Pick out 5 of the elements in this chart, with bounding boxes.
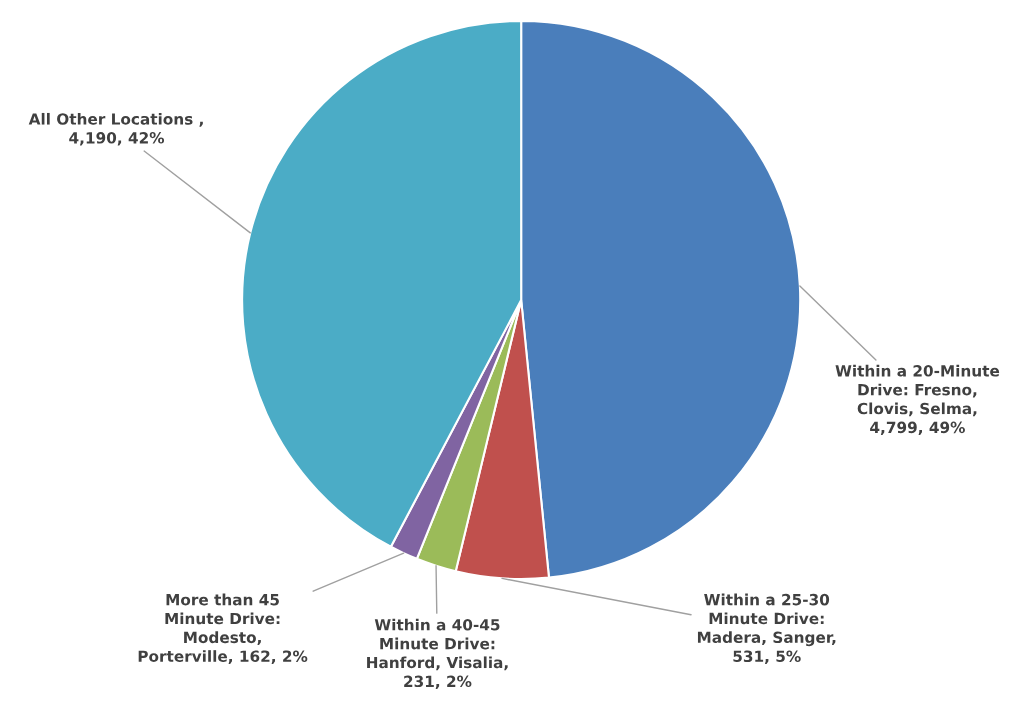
slice-label: Within a 20-Minute Drive: Fresno, Clovis, Selma, 4,799, 49% <box>835 364 1000 436</box>
slice-label: More than 45 Minute Drive: Modesto, Porterville, 162, 2% <box>138 593 308 664</box>
slice-label: Within a 25-30 Minute Drive: Madera, Sanger, 531, 5% <box>697 593 836 664</box>
slice-label: All Other Locations , 4,190, 42% <box>28 112 203 146</box>
slice-label: Within a 40-45 Minute Drive: Hanford, Visalia, 231, 2% <box>367 618 508 690</box>
